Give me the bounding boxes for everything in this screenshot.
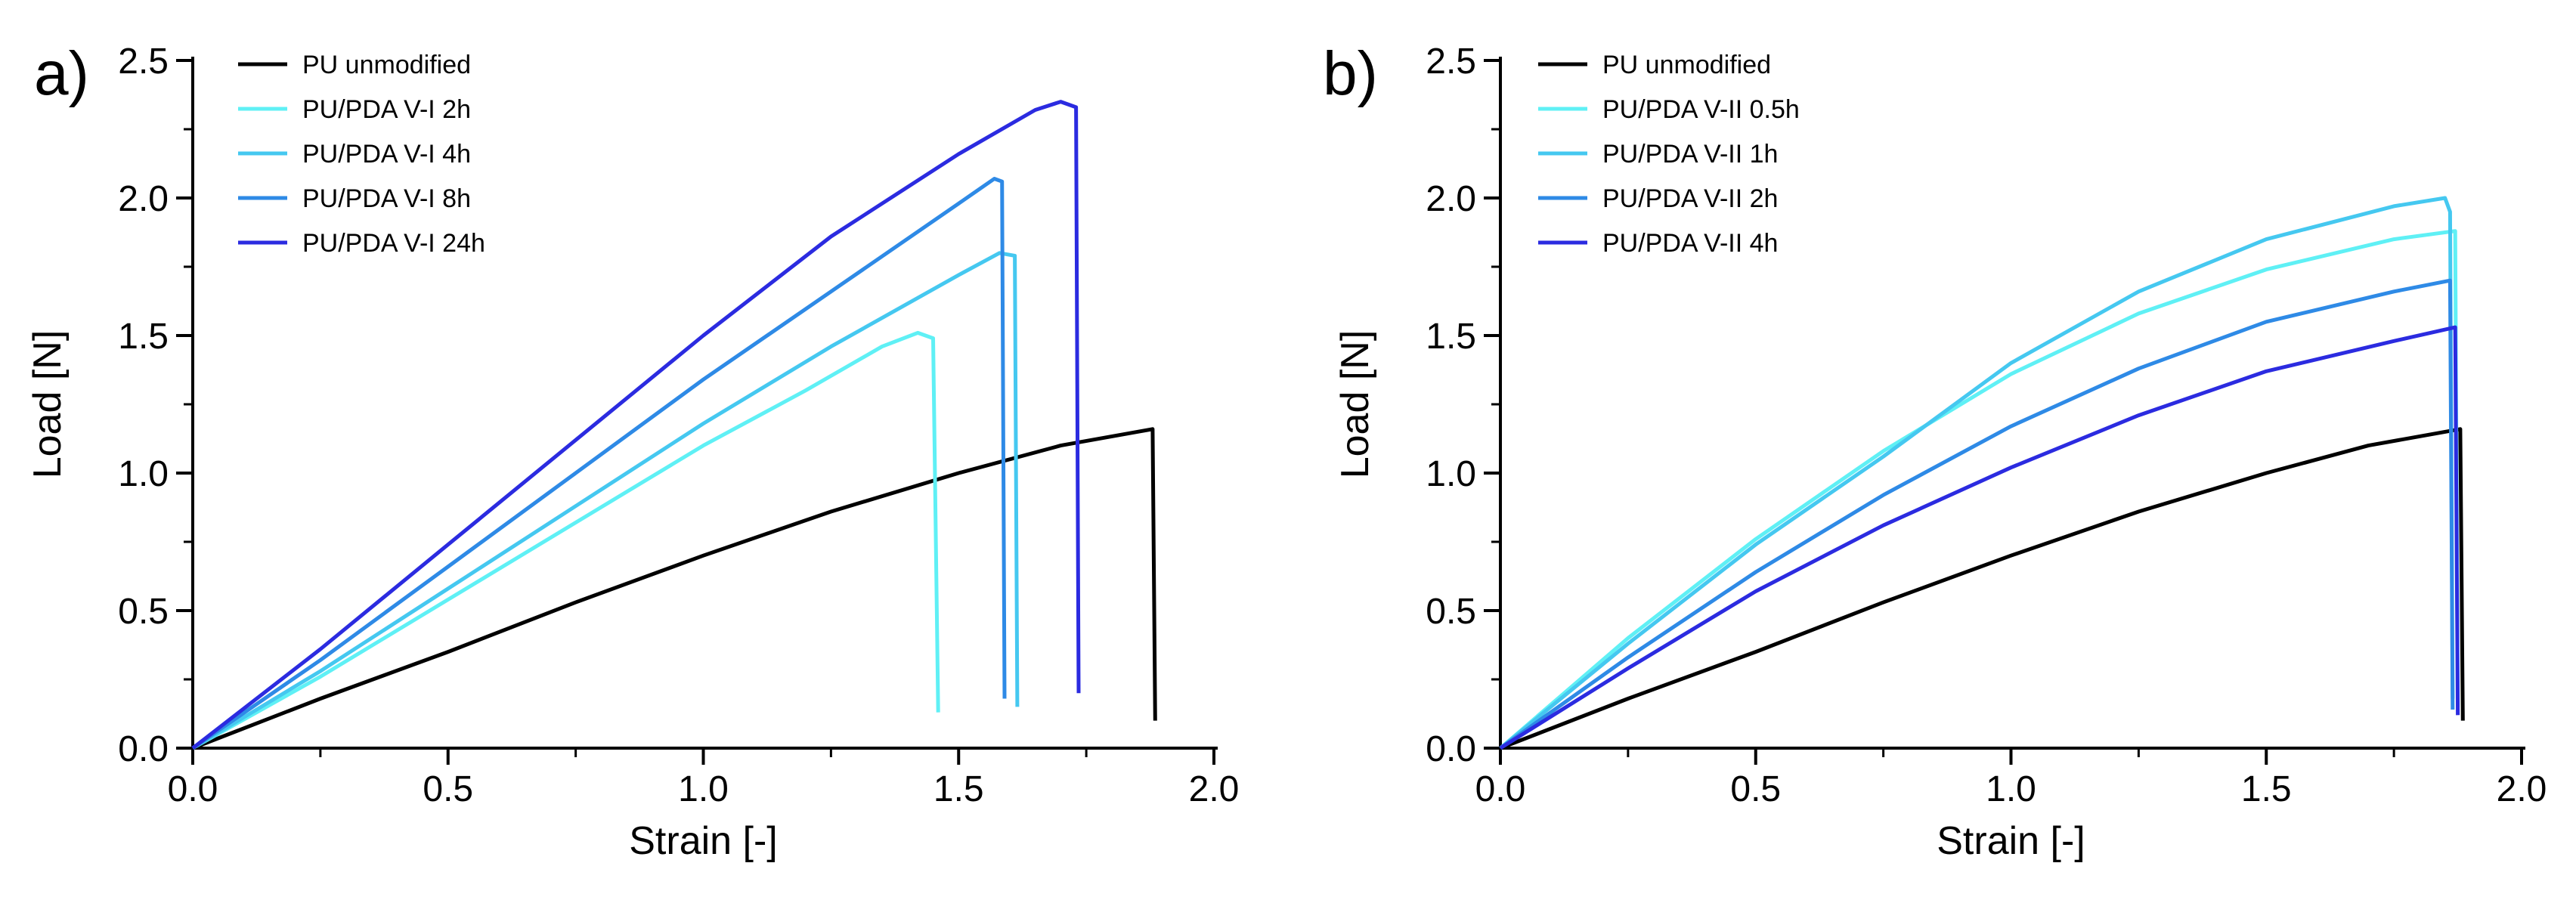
y-tick-label: 1.5 [1426,317,1476,357]
x-tick-label: 1.5 [2241,769,2292,809]
legend-label: PU/PDA V-I 4h [302,140,471,169]
legend-label: PU unmodified [1602,51,1771,79]
x-tick-label: 2.0 [2497,769,2547,809]
series-line-4 [1499,325,2460,750]
x-tick-label: 0.0 [168,769,218,809]
chart-a: 0.0 0.5 1.0 1.5 2.0 0.0 0.5 1.0 1.5 2.0 2.5 Strain … [26,39,1239,863]
legend-label: PU/PDA V-I 24h [302,229,485,258]
series-line-2 [1499,196,2455,750]
y-tick-label: 0.0 [1426,729,1476,769]
series-line-0 [192,427,1157,750]
series-line-1 [191,330,940,750]
legend-label: PU unmodified [302,51,471,79]
x-tick-label: 2.0 [1189,769,1240,809]
y-axis-title: Load [N] [26,330,70,479]
series-line-1 [1499,229,2460,750]
y-tick-label: 2.0 [118,179,169,219]
x-tick-label: 0.0 [1475,769,1526,809]
series-line-0 [1500,427,2465,750]
x-axis-title: Strain [-] [1937,819,2085,863]
x-tick-label: 1.0 [1986,769,2036,809]
y-tick-label: 0.5 [1426,592,1476,632]
x-tick-label: 0.5 [1730,769,1781,809]
legend-label: PU/PDA V-II 2h [1602,184,1778,213]
y-axis-title: Load [N] [1333,330,1377,479]
panel-label: a) [34,39,89,108]
legend-label: PU/PDA V-I 8h [302,184,471,213]
chart-b: 0.0 0.5 1.0 1.5 2.0 0.0 0.5 1.0 1.5 2.0 2.5 Strain … [1323,39,2547,863]
y-tick-label: 2.5 [118,42,169,82]
y-tick-label: 2.0 [1426,179,1476,219]
x-tick-label: 0.5 [423,769,473,809]
y-tick-label: 0.0 [118,729,169,769]
legend-label: PU/PDA V-II 0.5h [1602,95,1800,124]
x-tick-label: 1.0 [678,769,729,809]
y-tick-label: 1.0 [118,454,169,494]
series-line-3 [1499,278,2455,750]
y-tick-label: 2.5 [1426,42,1476,82]
series-line-4 [191,100,1081,750]
series-line-3 [191,177,1007,750]
legend-label: PU/PDA V-I 2h [302,95,471,124]
y-tick-label: 1.0 [1426,454,1476,494]
y-tick-label: 0.5 [118,592,169,632]
series-line-2 [191,251,1020,750]
legend-label: PU/PDA V-II 1h [1602,140,1778,169]
panel-label: b) [1323,39,1378,108]
x-axis-title: Strain [-] [629,819,778,863]
y-tick-label: 1.5 [118,317,169,357]
x-tick-label: 1.5 [933,769,984,809]
legend-label: PU/PDA V-II 4h [1602,229,1778,258]
